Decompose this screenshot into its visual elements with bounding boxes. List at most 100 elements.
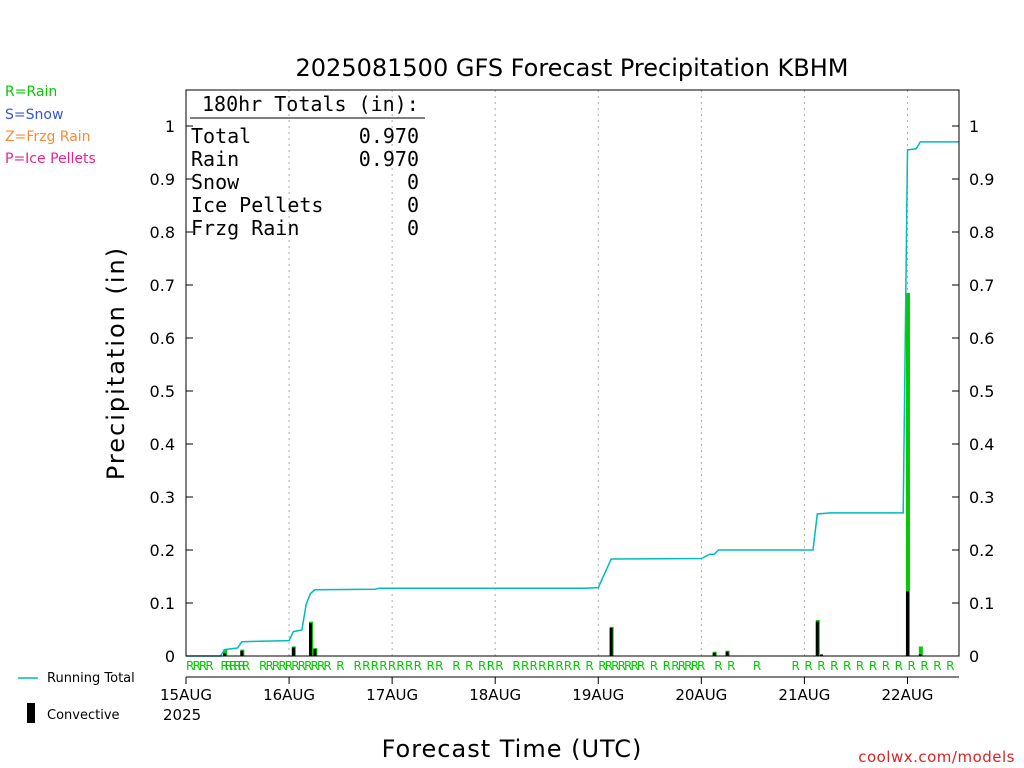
- rain-type-marker: R: [624, 659, 632, 673]
- rain-type-marker: R: [671, 659, 679, 673]
- y-tick-label: 0.5: [969, 382, 994, 401]
- rain-type-marker: R: [637, 659, 645, 673]
- legend-rain-label: R=Rain: [5, 84, 57, 100]
- x-tick-label: 22AUG: [881, 686, 933, 704]
- rain-type-marker: R: [186, 659, 194, 673]
- totals-row-label: Frzg Rain: [191, 216, 299, 240]
- site-credit: coolwx.com/models: [858, 748, 1015, 766]
- chart-title: 2025081500 GFS Forecast Precipitation KB…: [296, 54, 849, 82]
- convective-bar: [918, 654, 922, 656]
- y-tick-label: 0.1: [969, 594, 994, 613]
- rain-type-marker: R: [555, 659, 563, 673]
- rain-type-marker: R: [379, 659, 387, 673]
- rain-type-marker: R: [362, 659, 370, 673]
- rain-type-marker: R: [435, 659, 443, 673]
- rain-type-marker: R: [547, 659, 555, 673]
- rain-type-marker: R: [317, 659, 325, 673]
- rain-type-marker: R: [630, 659, 638, 673]
- running-total-line: [186, 141, 959, 657]
- rain-type-marker: R: [265, 659, 273, 673]
- x-tick-label: 21AUG: [778, 686, 830, 704]
- y-axis-label: Precipitation (in): [102, 246, 130, 480]
- rain-type-marker: R: [830, 659, 838, 673]
- rain-type-marker: R: [414, 659, 422, 673]
- rain-type-marker: R: [882, 659, 890, 673]
- y-tick-label: 0.9: [969, 170, 994, 189]
- rain-type-marker: R: [233, 659, 241, 673]
- rain-type-marker: R: [495, 659, 503, 673]
- rain-type-marker: R: [220, 659, 228, 673]
- convective-bar: [712, 652, 716, 656]
- totals-row-label: Snow: [191, 170, 240, 194]
- convective-bar: [820, 654, 824, 656]
- rain-type-marker: R: [697, 659, 705, 673]
- legend-frzg-rain-label: Z=Frzg Rain: [5, 129, 91, 145]
- y-tick-label: 0.2: [150, 541, 175, 560]
- y-tick-label: 0.7: [969, 276, 994, 295]
- running-total-legend-label: Running Total: [47, 671, 135, 686]
- y-tick-label: 0.5: [150, 382, 175, 401]
- rain-type-marker: R: [804, 659, 812, 673]
- totals-row-label: Total: [191, 124, 251, 148]
- rain-type-marker: R: [598, 659, 606, 673]
- rain-type-marker: R: [242, 659, 250, 673]
- x-tick-label: 17AUG: [366, 686, 418, 704]
- rain-type-marker: R: [478, 659, 486, 673]
- rain-type-marker: R: [285, 659, 293, 673]
- convective-bar: [815, 621, 819, 656]
- legend-ice-pellets-label: P=Ice Pellets: [5, 151, 96, 167]
- totals-row-value: 0: [407, 216, 419, 240]
- totals-row-value: 0.970: [359, 147, 419, 171]
- rain-type-marker: R: [618, 659, 626, 673]
- rain-type-marker: R: [753, 659, 761, 673]
- y-tick-label: 0.3: [969, 488, 994, 507]
- rain-type-marker: R: [225, 659, 233, 673]
- convective-bar: [223, 653, 227, 656]
- convective-bar: [905, 591, 909, 656]
- rain-type-marker: R: [856, 659, 864, 673]
- rain-type-marker: R: [564, 659, 572, 673]
- rain-type-marker: R: [920, 659, 928, 673]
- convective-bar: [240, 650, 244, 656]
- rain-type-marker: R: [605, 659, 613, 673]
- rain-type-marker: R: [678, 659, 686, 673]
- y-tick-label: 1: [165, 117, 175, 136]
- rain-type-marker: R: [611, 659, 619, 673]
- totals-box: 180hr Totals (in): Total 0.970 Rain 0.97…: [190, 92, 425, 240]
- rain-type-marker: R: [272, 659, 280, 673]
- x-tick-label: 20AUG: [675, 686, 727, 704]
- rain-type-marker: R: [663, 659, 671, 673]
- rain-type-marker: R: [426, 659, 434, 673]
- rain-type-marker: R: [691, 659, 699, 673]
- y-tick-label: 0.4: [969, 435, 994, 454]
- rain-type-marker: R: [192, 659, 200, 673]
- rain-type-marker: R: [388, 659, 396, 673]
- rain-type-marker: R: [869, 659, 877, 673]
- convective-legend-swatch: [27, 703, 35, 723]
- rain-type-marker: R: [336, 659, 344, 673]
- convective-bar: [309, 623, 313, 656]
- rain-type-marker: R: [405, 659, 413, 673]
- y-tick-label: 0.7: [150, 276, 175, 295]
- rain-type-marker: R: [304, 659, 312, 673]
- x-tick-label: 19AUG: [572, 686, 624, 704]
- rain-type-marker: R: [843, 659, 851, 673]
- rain-type-marker: R: [585, 659, 593, 673]
- x-axis: 15AUG 16AUG 17AUG 18AUG 19AUG 20AUG 21AUG 22AUG: [160, 676, 959, 704]
- rain-type-marker: R: [323, 659, 331, 673]
- rain-type-marker: R: [396, 659, 404, 673]
- y-tick-label: 0.8: [969, 223, 994, 242]
- totals-row-value: 0: [407, 193, 419, 217]
- convective-bars: [223, 591, 922, 656]
- totals-row-value: 0: [407, 170, 419, 194]
- rain-type-marker: R: [238, 659, 246, 673]
- legend-snow-label: S=Snow: [5, 107, 63, 123]
- rain-type-marker: R: [229, 659, 237, 673]
- rain-type-marker: R: [487, 659, 495, 673]
- x-year-label: 2025: [163, 706, 201, 724]
- y-tick-label: 0.9: [150, 170, 175, 189]
- x-tick-label: 15AUG: [160, 686, 212, 704]
- right-y-axis: 0 0.1 0.2 0.3 0.4 0.5 0.6 0.7 0.8 0.9 1: [952, 117, 994, 666]
